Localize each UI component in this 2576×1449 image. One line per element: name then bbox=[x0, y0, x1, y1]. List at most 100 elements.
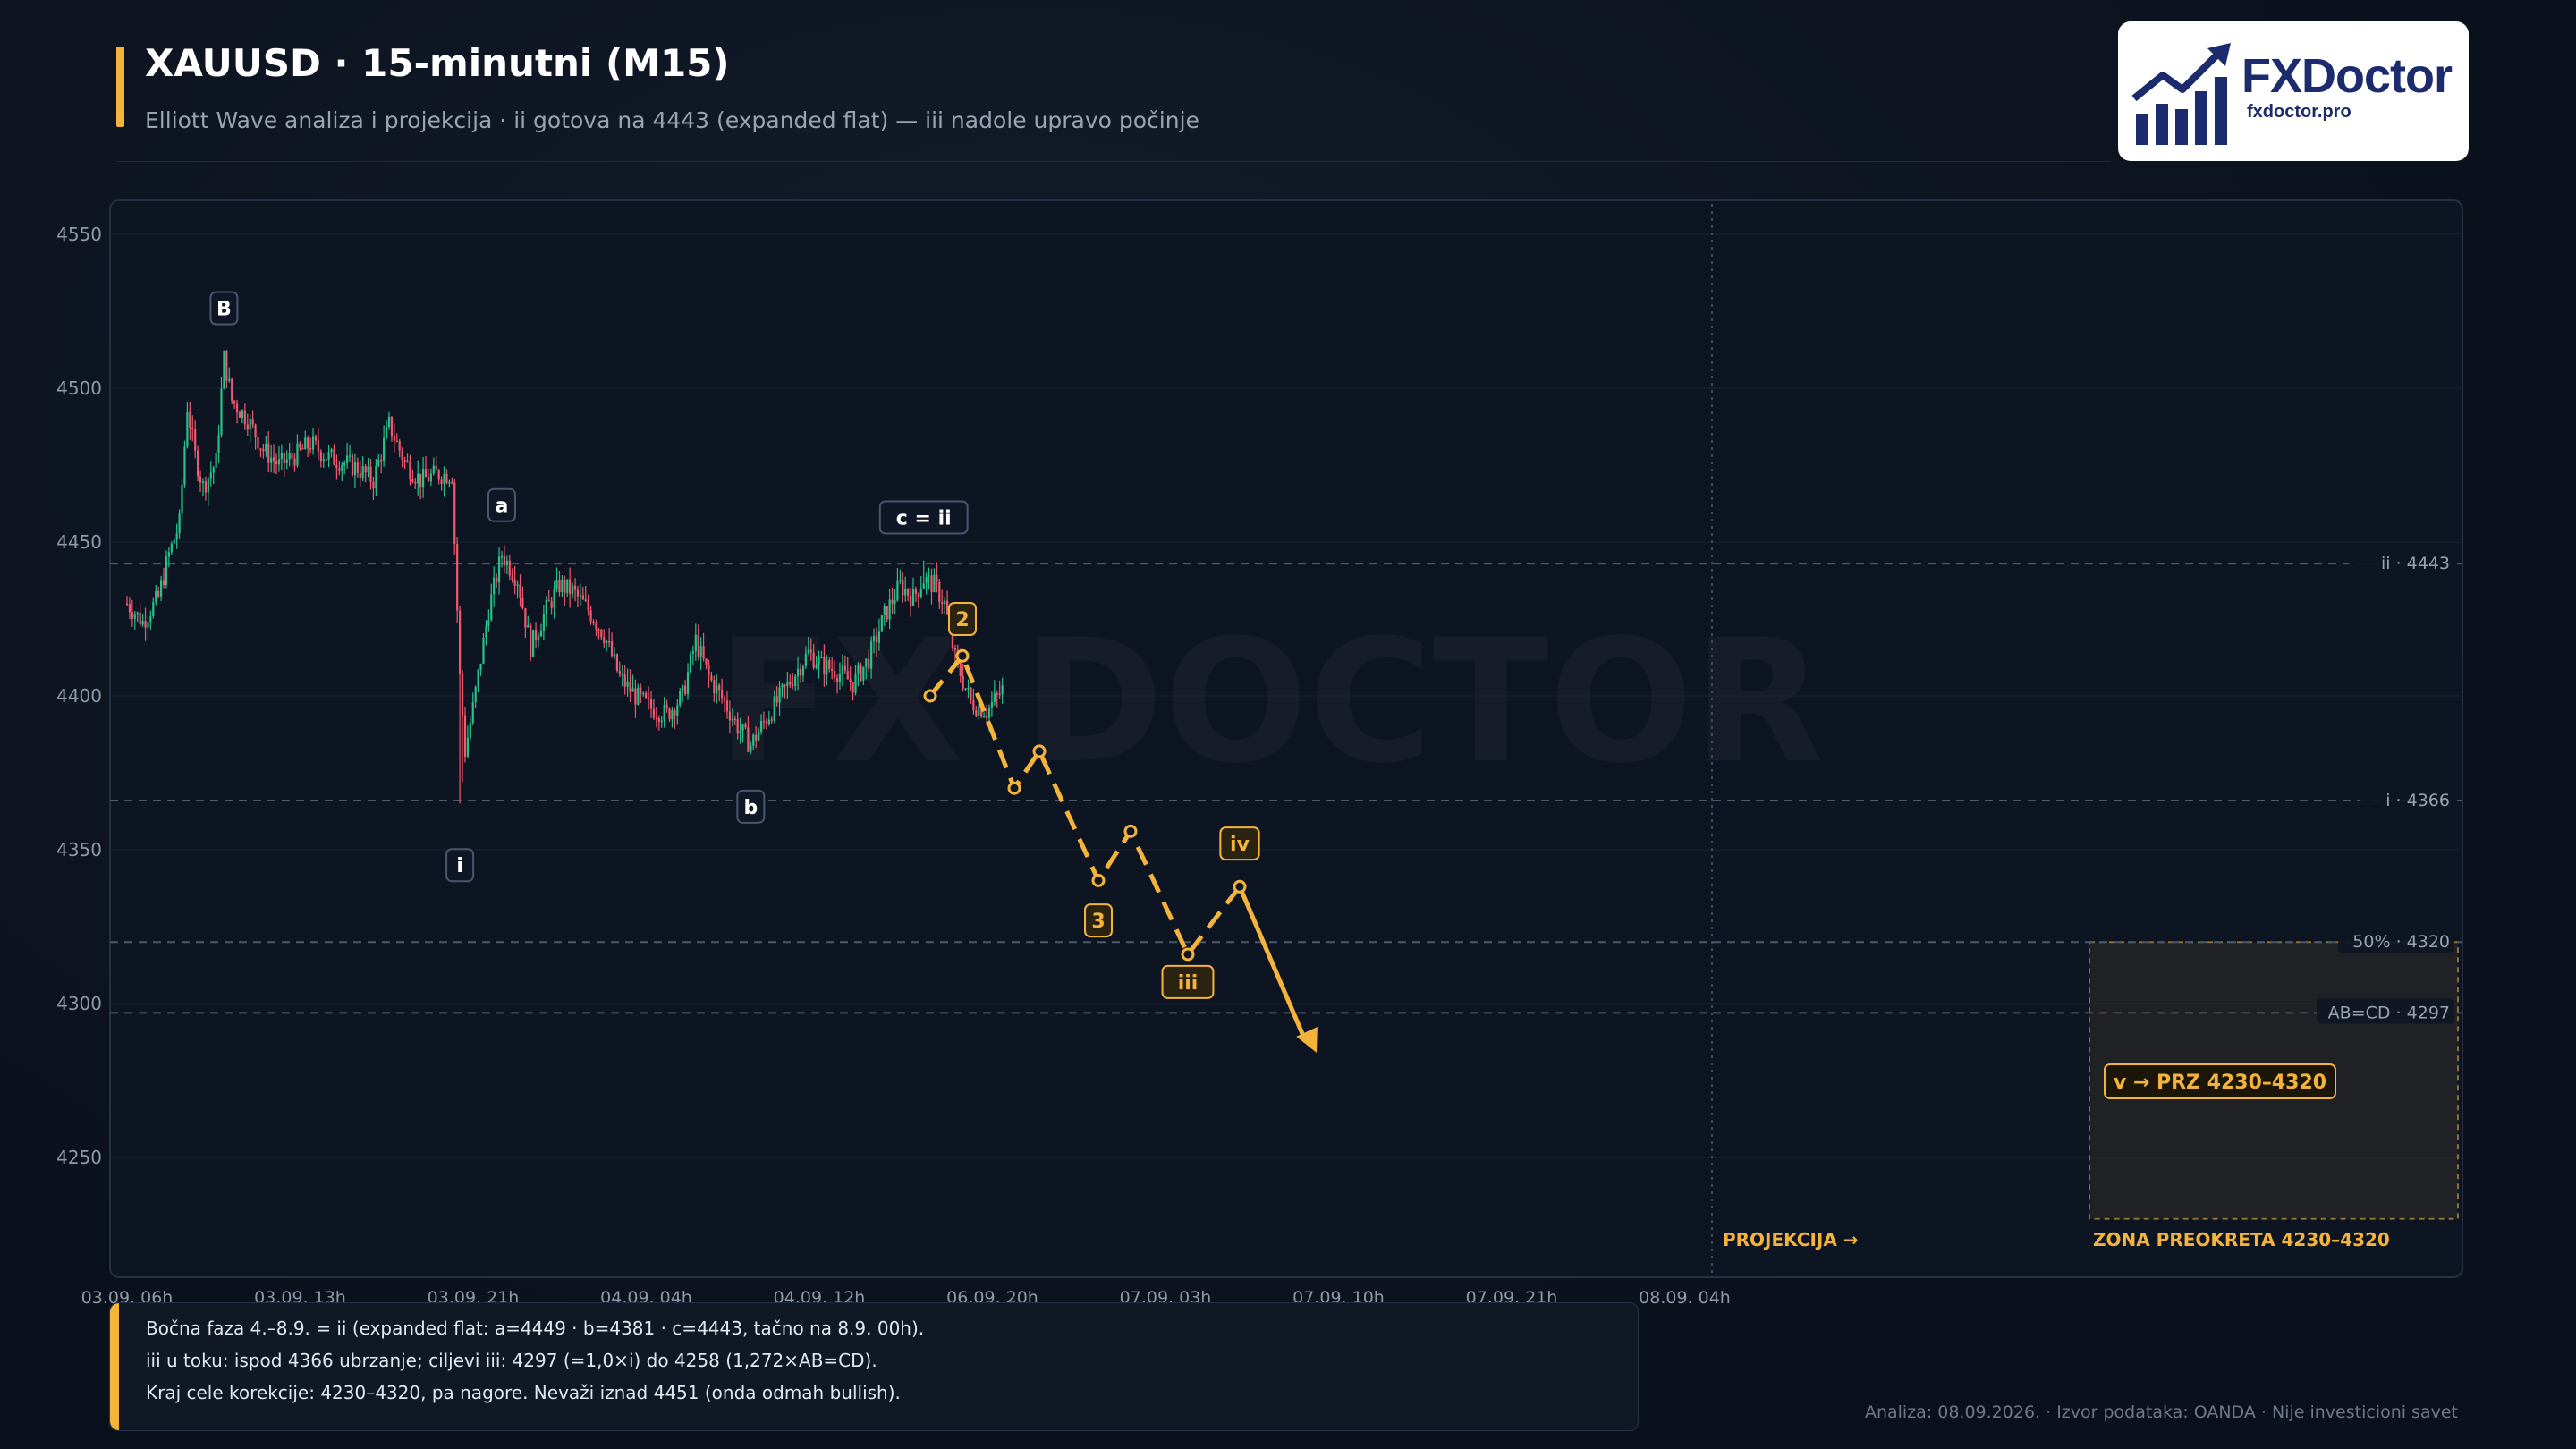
projection-wave-label: 3 bbox=[1091, 911, 1105, 933]
candle-body bbox=[249, 419, 251, 430]
candle-body bbox=[217, 434, 220, 454]
candle-body bbox=[686, 672, 690, 695]
candle-body bbox=[951, 625, 954, 648]
candle-body bbox=[550, 601, 553, 608]
candle-body bbox=[136, 612, 139, 615]
candle-body bbox=[773, 696, 775, 721]
candle-body bbox=[809, 649, 812, 653]
candle-body bbox=[262, 448, 265, 452]
y-tick-label: 4350 bbox=[56, 839, 102, 860]
candle-body bbox=[702, 646, 705, 659]
footer-note: Analiza: 08.09.2026. · Izvor podataka: O… bbox=[1864, 1402, 2458, 1422]
candle-body bbox=[691, 651, 694, 654]
projection-node bbox=[1123, 824, 1138, 838]
candle-body bbox=[451, 481, 453, 484]
candle-body bbox=[275, 461, 278, 465]
candle-body bbox=[427, 477, 430, 482]
wave-label-bg bbox=[736, 789, 766, 824]
candle-body bbox=[485, 626, 487, 638]
candle-body bbox=[149, 616, 152, 623]
candle-body bbox=[493, 577, 496, 595]
candle-body bbox=[351, 455, 354, 476]
candle-body bbox=[789, 682, 792, 685]
candle-body bbox=[542, 614, 545, 631]
candle-body bbox=[933, 574, 936, 592]
y-tick-label: 4450 bbox=[56, 531, 102, 553]
candle-body bbox=[173, 539, 175, 544]
wave-label-bg bbox=[445, 848, 475, 883]
candle-body bbox=[993, 693, 996, 703]
candle-body bbox=[139, 612, 141, 625]
candle-body bbox=[201, 481, 205, 483]
candle-body bbox=[694, 634, 697, 652]
candle-body bbox=[223, 350, 225, 389]
candle-body bbox=[987, 707, 991, 718]
projection-node bbox=[1007, 781, 1021, 795]
candle-body bbox=[191, 428, 194, 430]
candle-body bbox=[417, 473, 419, 484]
candle-body bbox=[409, 462, 411, 479]
candle-body bbox=[421, 469, 425, 488]
candle-body bbox=[615, 654, 619, 671]
candle-body bbox=[390, 416, 394, 437]
candle-body bbox=[902, 580, 904, 596]
candle-body bbox=[267, 443, 270, 463]
candle-body bbox=[204, 481, 207, 493]
candle-body bbox=[453, 482, 456, 545]
candle-body bbox=[820, 657, 823, 658]
candle-body bbox=[750, 745, 752, 752]
projection-node bbox=[1181, 947, 1195, 962]
candle-body bbox=[524, 608, 527, 628]
candle-body bbox=[152, 601, 155, 617]
candle-body bbox=[665, 704, 668, 709]
candle-body bbox=[862, 666, 865, 681]
candle-body bbox=[983, 716, 986, 718]
watermark: FX DOCTOR bbox=[716, 603, 1825, 801]
y-tick-label: 4500 bbox=[56, 377, 102, 399]
projection-arrowhead bbox=[1296, 1026, 1318, 1054]
candle-body bbox=[759, 720, 763, 732]
candle-body bbox=[333, 449, 335, 465]
candle-body bbox=[679, 691, 682, 706]
candle-body bbox=[521, 597, 524, 609]
candle-body bbox=[532, 630, 535, 657]
candle-body bbox=[826, 660, 828, 675]
candle-body bbox=[353, 462, 357, 476]
candle-body bbox=[387, 416, 391, 427]
candle-body bbox=[414, 481, 417, 484]
candle-body bbox=[765, 721, 768, 724]
candle-body bbox=[304, 437, 307, 450]
candle-body bbox=[516, 584, 519, 586]
level-label: ii · 4443 bbox=[2381, 554, 2450, 573]
candle-body bbox=[891, 599, 894, 604]
candle-body bbox=[513, 579, 516, 586]
candle-body bbox=[277, 459, 281, 465]
projection-wave-label-bg bbox=[948, 602, 977, 636]
candle-body bbox=[459, 610, 462, 674]
candle-body bbox=[558, 580, 561, 592]
candle-body bbox=[437, 470, 440, 480]
candle-body bbox=[872, 635, 876, 642]
candle-body bbox=[736, 718, 739, 734]
candle-body bbox=[199, 476, 202, 483]
candle-body bbox=[479, 663, 482, 670]
candle-body bbox=[581, 595, 584, 600]
candle-body bbox=[972, 699, 975, 711]
candle-body bbox=[828, 660, 831, 670]
candle-body bbox=[144, 620, 147, 628]
candle-body bbox=[319, 451, 322, 462]
level-label-bg bbox=[2360, 785, 2454, 811]
candle-body bbox=[708, 664, 710, 676]
candle-body bbox=[364, 466, 367, 473]
projection-node bbox=[923, 689, 937, 703]
reversal-zone-label: ZONA PREOKRETA 4230–4320 bbox=[2093, 1229, 2390, 1250]
candle-body bbox=[980, 706, 983, 717]
candle-body bbox=[573, 585, 577, 590]
candle-body bbox=[603, 637, 606, 643]
wave-label: i bbox=[456, 855, 463, 877]
candle-body bbox=[914, 589, 918, 594]
candle-body bbox=[503, 555, 506, 566]
candle-body bbox=[157, 590, 160, 597]
candle-body bbox=[854, 674, 857, 693]
candle-body bbox=[231, 378, 233, 401]
